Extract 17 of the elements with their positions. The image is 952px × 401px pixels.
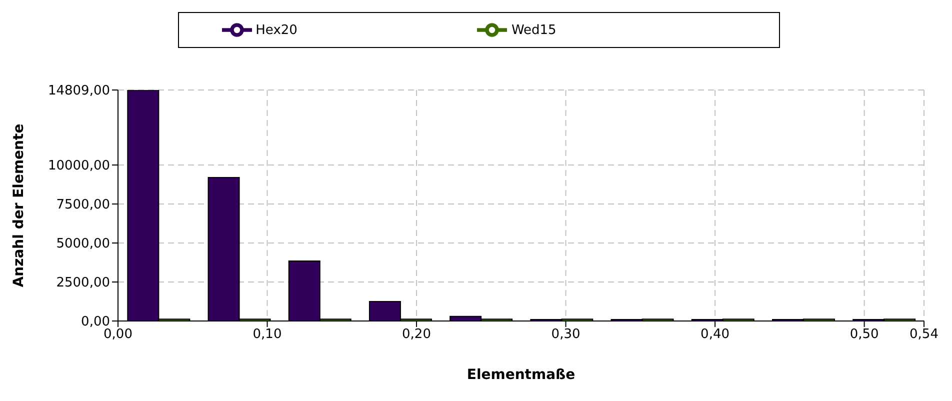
y-axis-title: Anzahl der Elemente bbox=[10, 124, 27, 288]
legend-label: Wed15 bbox=[511, 23, 556, 38]
y-tick-label: 14809,00 bbox=[48, 84, 110, 99]
y-tick-label: 0,00 bbox=[81, 314, 110, 330]
x-tick-label: 0,00 bbox=[104, 327, 132, 342]
x-tick-label: 0,50 bbox=[850, 327, 879, 342]
x-tick-label: 0,30 bbox=[551, 327, 580, 342]
y-tick-label: 2500,00 bbox=[56, 276, 110, 291]
x-tick-label: 0,54 bbox=[910, 327, 938, 342]
x-tick-label: 0,40 bbox=[700, 327, 730, 342]
y-tick-label: 5000,00 bbox=[56, 236, 110, 252]
y-tick-label: 10000,00 bbox=[48, 158, 110, 174]
x-axis-title: Elementmaße bbox=[466, 367, 576, 383]
x-tick-label: 0,10 bbox=[252, 327, 282, 342]
y-tick-label: 7500,00 bbox=[56, 198, 110, 213]
legend-label: Hex20 bbox=[256, 23, 298, 38]
x-tick-label: 0,20 bbox=[402, 327, 431, 342]
